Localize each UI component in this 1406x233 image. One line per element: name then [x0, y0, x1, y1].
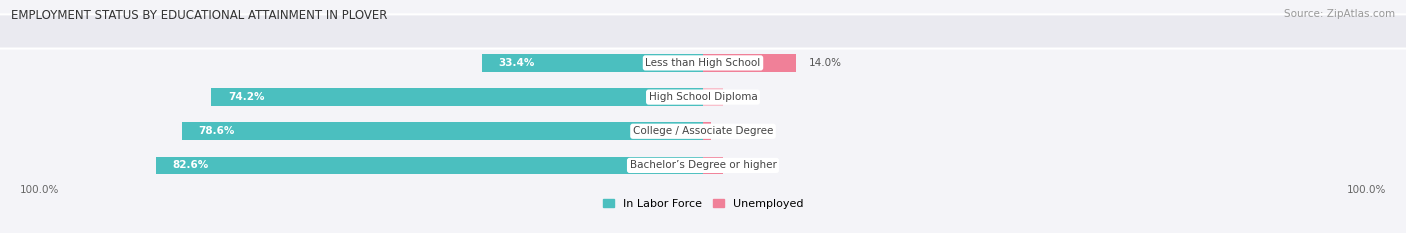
- Text: Source: ZipAtlas.com: Source: ZipAtlas.com: [1284, 9, 1395, 19]
- Text: 0.0%: 0.0%: [716, 92, 742, 102]
- Text: 100.0%: 100.0%: [1347, 185, 1386, 195]
- Bar: [703, 157, 723, 174]
- Legend: In Labor Force, Unemployed: In Labor Force, Unemployed: [598, 194, 808, 213]
- Text: 1.2%: 1.2%: [724, 126, 751, 136]
- Text: 14.0%: 14.0%: [808, 58, 842, 68]
- Text: 3.0%: 3.0%: [737, 161, 762, 170]
- Text: 78.6%: 78.6%: [198, 126, 235, 136]
- FancyBboxPatch shape: [0, 0, 1406, 180]
- Text: Less than High School: Less than High School: [645, 58, 761, 68]
- Bar: [703, 122, 711, 140]
- Bar: [211, 88, 703, 106]
- Text: EMPLOYMENT STATUS BY EDUCATIONAL ATTAINMENT IN PLOVER: EMPLOYMENT STATUS BY EDUCATIONAL ATTAINM…: [11, 9, 388, 22]
- FancyBboxPatch shape: [0, 48, 1406, 233]
- Bar: [181, 122, 703, 140]
- Text: 82.6%: 82.6%: [172, 161, 208, 170]
- Bar: [703, 88, 723, 106]
- Text: Bachelor’s Degree or higher: Bachelor’s Degree or higher: [630, 161, 776, 170]
- Bar: [482, 54, 703, 72]
- Text: 100.0%: 100.0%: [20, 185, 59, 195]
- Text: 33.4%: 33.4%: [498, 58, 534, 68]
- Bar: [156, 157, 703, 174]
- Text: 74.2%: 74.2%: [228, 92, 264, 102]
- FancyBboxPatch shape: [0, 14, 1406, 233]
- Text: College / Associate Degree: College / Associate Degree: [633, 126, 773, 136]
- FancyBboxPatch shape: [0, 0, 1406, 214]
- Text: High School Diploma: High School Diploma: [648, 92, 758, 102]
- Bar: [703, 54, 796, 72]
